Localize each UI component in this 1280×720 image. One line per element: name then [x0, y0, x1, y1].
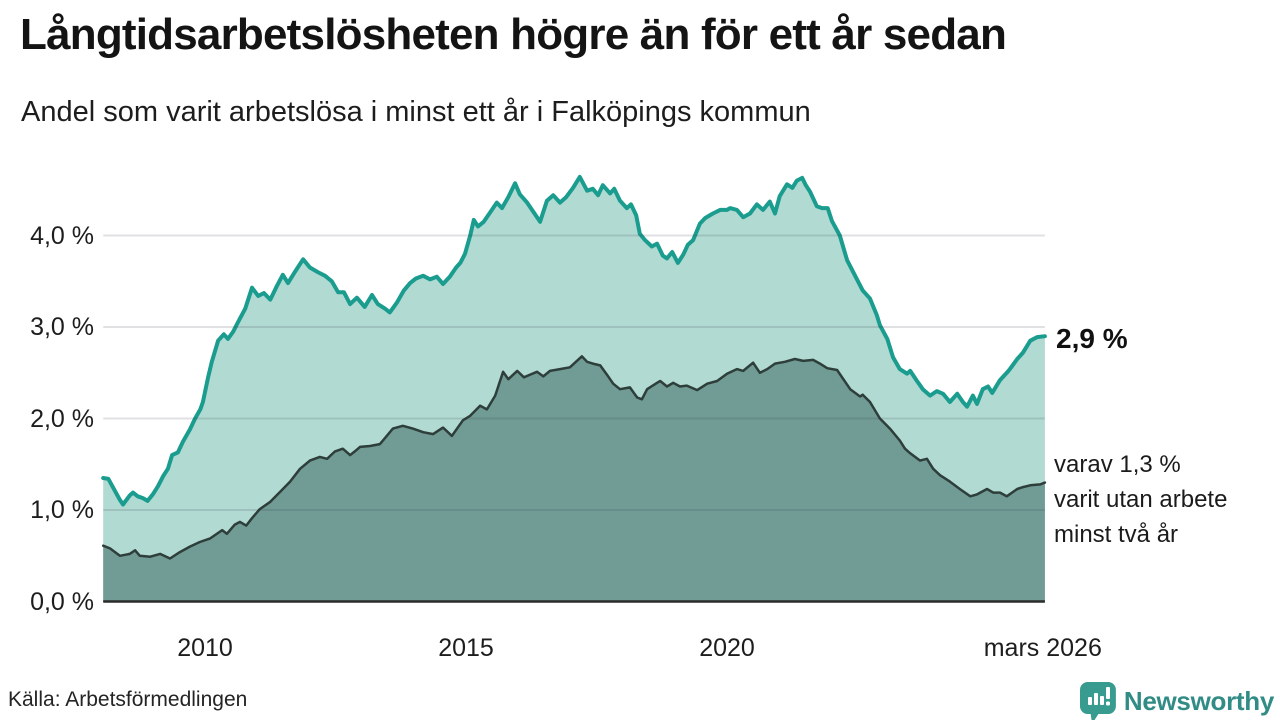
- y-axis-label: 3,0 %: [30, 313, 94, 341]
- x-axis-label: mars 2026: [983, 634, 1102, 662]
- latest-value-label: 2,9 %: [1056, 323, 1128, 354]
- chart-title: Långtidsarbetslösheten högre än för ett …: [20, 10, 1007, 59]
- y-axis-label: 1,0 %: [30, 496, 94, 524]
- line-series-0: [101, 174, 1047, 507]
- y-axis-label: 0,0 %: [30, 587, 94, 616]
- line-series-1: [101, 355, 1047, 560]
- two-year-annotation-line: varit utan arbete: [1054, 486, 1228, 513]
- source-note: Källa: Arbetsförmedlingen: [8, 688, 248, 711]
- newsworthy-icon: [1079, 682, 1116, 720]
- area-series-1: [103, 356, 1045, 602]
- two-year-annotation-line: minst två år: [1054, 521, 1179, 548]
- two-year-annotation: varav 1,3 % varit utan arbete minst två …: [1054, 447, 1227, 552]
- newsworthy-logo: Newsworthy: [1079, 682, 1274, 720]
- two-year-annotation-line: varav 1,3 %: [1054, 451, 1181, 478]
- y-axis-label: 4,0 %: [30, 221, 94, 250]
- newsworthy-wordmark: Newsworthy: [1123, 685, 1274, 716]
- x-axis-label: 2010: [177, 634, 233, 662]
- x-axis-label: 2015: [438, 634, 494, 662]
- x-axis-label: 2020: [699, 634, 755, 662]
- chart-subtitle: Andel som varit arbetslösa i minst ett å…: [21, 96, 811, 128]
- y-axis-label: 2,0 %: [30, 404, 94, 433]
